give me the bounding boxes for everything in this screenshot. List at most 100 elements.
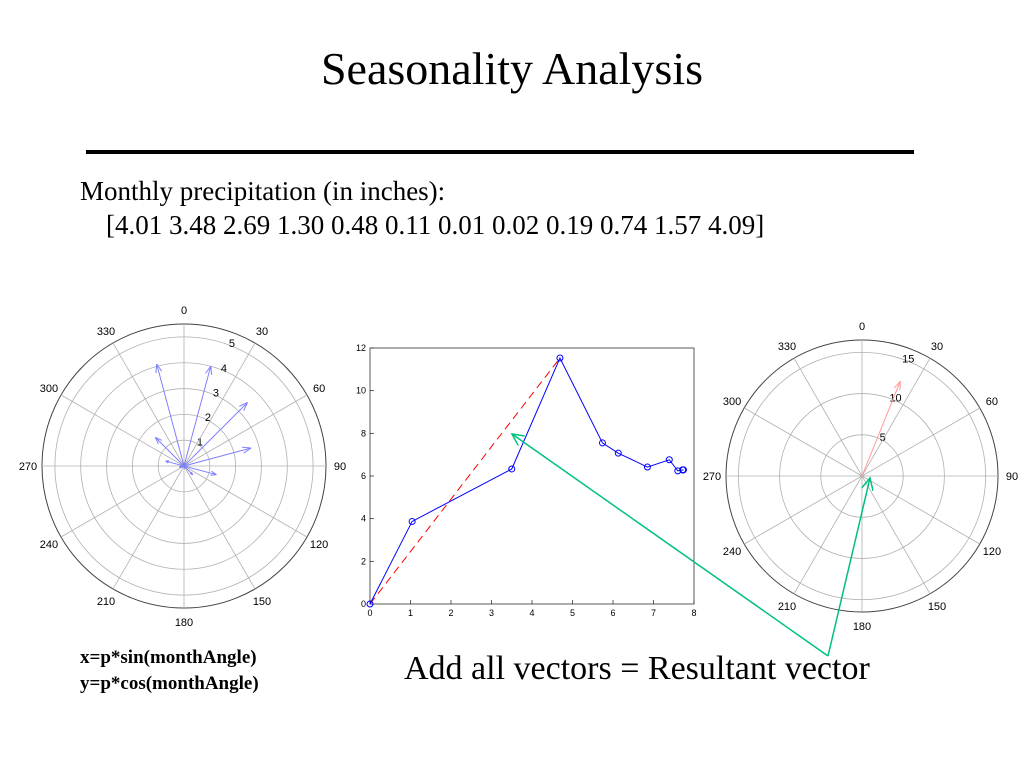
polar-spoke	[861, 407, 980, 477]
month-vector-arrow-head	[155, 363, 158, 374]
angle-tick-label: 90	[334, 461, 346, 473]
formula-y: y=p*cos(monthAngle)	[80, 673, 259, 694]
annotation-arrow-to-path	[512, 434, 829, 657]
y-tick-label: 4	[361, 514, 366, 524]
path-point-marker	[665, 456, 673, 464]
x-tick-label: 0	[367, 608, 372, 618]
angle-tick-label: 0	[181, 305, 187, 317]
month-vector-arrow	[183, 447, 252, 467]
path-point-marker	[366, 600, 374, 608]
polar-spoke	[861, 475, 980, 545]
month-vector-arrow-head	[154, 437, 159, 445]
month-vector-arrow-head	[178, 465, 183, 468]
polar-spoke	[793, 475, 863, 594]
polar-spoke	[183, 394, 308, 467]
angle-tick-label: 60	[986, 396, 998, 408]
radial-tick-label: 1	[197, 436, 203, 448]
formula-block: x=p*sin(monthAngle) y=p*cos(monthAngle)	[80, 645, 259, 697]
angle-tick-label: 300	[40, 383, 58, 395]
month-vector-arrow-head	[205, 365, 212, 374]
month-vector-arrow	[156, 363, 185, 467]
angle-tick-label: 120	[983, 546, 1001, 558]
formula-x: x=p*sin(monthAngle)	[80, 647, 257, 668]
angle-tick-label: 300	[723, 396, 741, 408]
polar-spoke	[744, 407, 863, 477]
month-vector-arrow-head	[242, 446, 252, 449]
annotation-arrows	[512, 434, 870, 657]
y-tick-label: 6	[361, 471, 366, 481]
resultant-vector-arrow-head	[893, 380, 901, 389]
path-point-marker	[408, 517, 416, 525]
month-vector-arrow-head	[156, 363, 163, 372]
x-tick-label: 7	[651, 608, 656, 618]
path-point-marker	[679, 466, 687, 474]
angle-tick-label: 210	[97, 596, 115, 608]
polar-spoke	[793, 358, 863, 477]
cumulative-path-line	[369, 356, 684, 605]
angle-tick-label: 270	[703, 471, 721, 483]
x-tick-label: 1	[408, 608, 413, 618]
resultant-dashed-line	[369, 357, 561, 605]
path-point-marker	[598, 439, 606, 447]
angle-tick-label: 90	[1006, 471, 1018, 483]
y-tick-label: 10	[356, 386, 366, 396]
path-point-marker	[643, 463, 651, 471]
y-tick-label: 0	[361, 599, 366, 609]
radial-tick-label: 2	[205, 412, 211, 424]
precipitation-label: Monthly precipitation (in inches):	[80, 176, 446, 206]
plot-frame	[369, 347, 695, 605]
y-tick-label: 2	[361, 556, 366, 566]
angle-tick-label: 270	[19, 461, 37, 473]
x-tick-label: 2	[448, 608, 453, 618]
month-vector-arrow	[183, 465, 217, 476]
angle-tick-label: 150	[928, 601, 946, 613]
annotation-arrow-to-resultant	[827, 478, 870, 657]
month-vector-arrow	[183, 465, 194, 476]
month-vector-arrow	[165, 460, 185, 467]
month-vector-arrow	[154, 436, 185, 467]
month-vector-arrow-head	[155, 436, 163, 441]
month-vector-arrow-head	[210, 474, 217, 476]
resultant-caption: Add all vectors = Resultant vector	[404, 650, 870, 687]
radial-tick-label: 15	[902, 353, 914, 365]
polar-spoke	[112, 342, 185, 467]
angle-tick-label: 150	[253, 596, 271, 608]
angle-tick-label: 30	[256, 326, 268, 338]
month-vector-arrow-head	[243, 447, 252, 454]
path-point-marker	[556, 354, 564, 362]
angle-tick-label: 60	[313, 383, 325, 395]
precipitation-intro: Monthly precipitation (in inches): [4.01…	[80, 174, 764, 242]
angle-tick-label: 330	[778, 341, 796, 353]
x-tick-label: 8	[691, 608, 696, 618]
resultant-vector-arrow	[861, 381, 901, 477]
month-vector-arrow-head	[189, 473, 193, 476]
polar-spoke	[60, 465, 185, 538]
x-tick-label: 3	[489, 608, 494, 618]
angle-tick-label: 240	[723, 546, 741, 558]
polar-spoke	[861, 475, 931, 594]
polar-spoke	[60, 394, 185, 467]
x-tick-label: 4	[529, 608, 534, 618]
polar-spoke	[183, 465, 308, 538]
path-point-marker	[508, 465, 516, 473]
slide-title: Seasonality Analysis	[320, 43, 704, 94]
month-vector-arrow-head	[211, 470, 217, 476]
radial-tick-label: 5	[229, 338, 235, 350]
polar-monthly-vectors-chart: 12 34 5 0 30 60 90 120 150 180 210 240 270 300 330	[19, 305, 346, 629]
angle-tick-label: 120	[310, 539, 328, 551]
month-vector-arrow-head	[210, 365, 213, 376]
y-tick-label: 8	[361, 428, 366, 438]
radial-tick-label: 5	[880, 432, 886, 444]
radial-tick-label: 3	[213, 387, 219, 399]
angle-tick-label: 30	[931, 341, 943, 353]
radial-tick-label: 4	[221, 363, 227, 375]
month-vector-arrow-head	[243, 402, 248, 411]
angle-tick-label: 180	[853, 621, 871, 633]
month-vector-arrow	[183, 365, 212, 467]
polar-spoke	[112, 465, 185, 590]
polar-spoke	[744, 475, 863, 545]
x-tick-label: 5	[570, 608, 575, 618]
